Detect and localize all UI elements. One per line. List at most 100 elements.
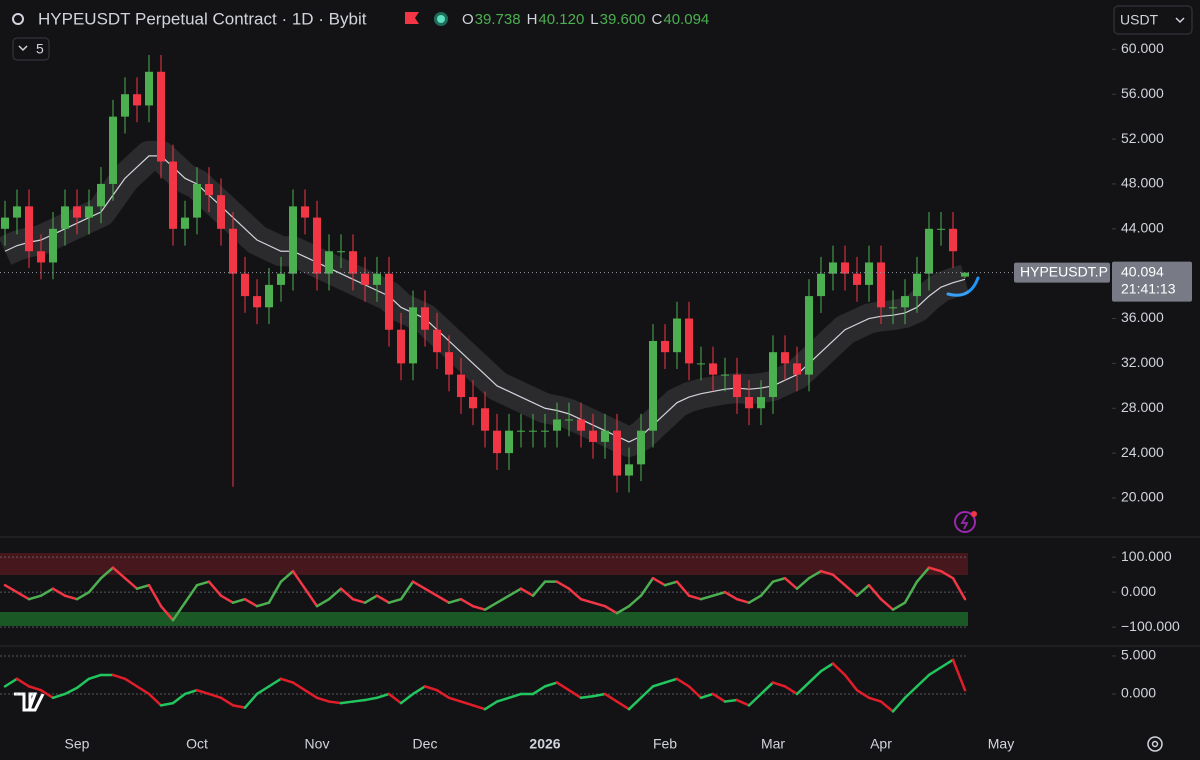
candle-body	[25, 206, 33, 252]
oscillator-segment	[375, 692, 391, 700]
currency-select[interactable]	[1113, 5, 1193, 35]
oscillator-segment	[603, 692, 619, 703]
candle-body	[709, 363, 717, 375]
oscillator-segment	[123, 576, 139, 590]
y-tick-label: 52.000	[1121, 130, 1164, 146]
candle-body	[445, 352, 453, 375]
ohlc-key: H	[527, 11, 538, 28]
oscillator-segment	[903, 580, 919, 604]
overbought-zone	[0, 553, 968, 575]
candle-body	[349, 251, 357, 274]
oscillator-segment	[111, 566, 127, 580]
candle-body	[553, 419, 561, 431]
candle-body	[925, 228, 933, 274]
oscillator-segment	[339, 700, 355, 705]
ohlc-key: L	[590, 11, 598, 28]
oscillator-segment	[219, 594, 235, 604]
candle-body	[145, 71, 153, 106]
candle-body	[265, 284, 273, 308]
oscillator-segment	[39, 688, 55, 700]
oscillator-segment	[423, 587, 439, 597]
oscillator-segment	[627, 594, 643, 608]
candle-body	[565, 419, 573, 421]
candle-body	[889, 307, 897, 309]
y-tick-label: 0.000	[1121, 583, 1156, 599]
oscillator-segment	[159, 701, 175, 707]
oscillator-segment	[759, 580, 775, 597]
candle-body	[73, 206, 81, 218]
oscillator-segment	[3, 583, 19, 594]
oscillator-segment	[243, 597, 259, 608]
oscillator-segment	[567, 688, 583, 700]
alert-icon[interactable]	[954, 511, 976, 533]
oscillator-segment	[495, 594, 511, 604]
oscillator-segment	[795, 681, 811, 696]
oscillator-segment	[639, 685, 655, 700]
oscillator-segment	[831, 662, 847, 677]
candle-body	[409, 307, 417, 364]
oscillator-segment	[555, 681, 571, 692]
y-tick-label: 20.000	[1121, 489, 1164, 505]
candle-body	[613, 430, 621, 476]
oscillator-segment	[891, 601, 907, 611]
symbol-tag: HYPEUSDT.P	[1020, 263, 1108, 279]
oscillator-segment	[879, 700, 895, 713]
oscillator-segment	[339, 587, 355, 601]
flag-icon	[405, 12, 419, 24]
candle-body	[301, 206, 309, 218]
oscillator-segment	[183, 688, 199, 696]
ohlc-key: C	[652, 11, 663, 28]
oscillator-segment	[411, 580, 427, 590]
oscillator-segment	[327, 587, 343, 601]
oscillator-segment	[915, 673, 931, 688]
oscillator-segment	[879, 597, 895, 611]
candle-body	[541, 430, 549, 432]
indicator-toggle[interactable]	[12, 37, 50, 61]
oscillator-segment	[819, 662, 835, 673]
symbol-tag-bg	[1014, 262, 1110, 283]
chevron	[18, 45, 28, 52]
oscillator-segment	[435, 594, 451, 604]
candle-body	[121, 94, 129, 117]
oscillator-segment	[699, 692, 715, 700]
candle-body	[961, 272, 969, 277]
oversold-zone	[0, 612, 968, 626]
oscillator-segment	[807, 569, 823, 580]
alert-badge	[971, 511, 977, 517]
oscillator-segment	[243, 692, 259, 709]
y-tick-label: 28.000	[1121, 399, 1164, 415]
ohlc-value: 40.094	[663, 11, 709, 28]
oscillator-segment	[159, 604, 175, 622]
oscillator-segment	[171, 601, 187, 622]
candle-body	[337, 251, 345, 253]
oscillator-segment	[651, 681, 667, 688]
oscillator-segment	[27, 594, 43, 601]
oscillator-segment	[711, 692, 727, 703]
candle-body	[37, 251, 45, 263]
oscillator-segment	[15, 677, 31, 688]
candle-body	[769, 352, 777, 398]
x-tick-label: Dec	[413, 736, 438, 752]
oscillator-segment	[759, 681, 775, 696]
x-tick-label: Feb	[653, 736, 677, 752]
oscillator-segment	[231, 597, 247, 604]
oscillator-segment	[771, 576, 787, 583]
candle-body	[253, 296, 261, 308]
oscillator-segment	[663, 580, 679, 587]
oscillator-segment	[39, 587, 55, 597]
oscillator-segment	[15, 590, 31, 601]
x-tick-label: Sep	[65, 736, 90, 752]
oscillator-segment	[303, 688, 319, 700]
y-tick-label: 0.000	[1121, 685, 1156, 701]
candle-body	[325, 251, 333, 274]
x-tick-label: May	[988, 736, 1014, 752]
oscillator-segment	[579, 694, 595, 700]
oscillator-segment	[147, 583, 163, 608]
oscillator-segment	[411, 685, 427, 696]
ohlc-value: 39.600	[600, 11, 646, 28]
oscillator-segment	[399, 580, 415, 601]
oscillator-segment	[807, 669, 823, 684]
settings-icon[interactable]	[1147, 736, 1163, 752]
oscillator-segment	[351, 698, 367, 703]
symbol-icon	[12, 13, 24, 25]
